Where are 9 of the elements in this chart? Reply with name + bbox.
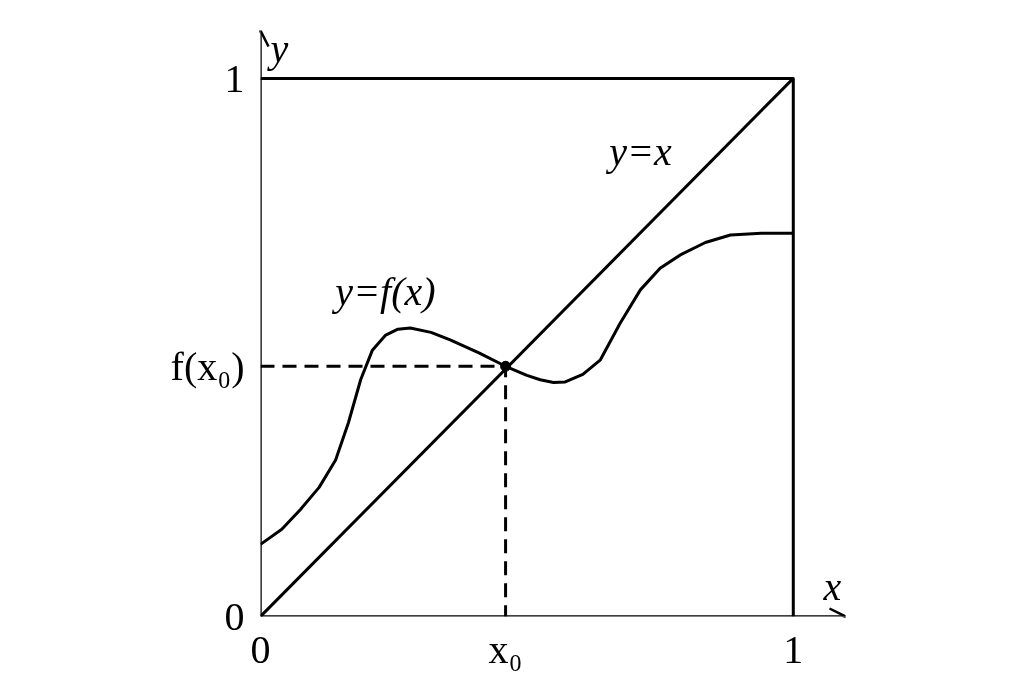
annotation: y=x — [605, 129, 672, 174]
x-axis-title: x — [822, 563, 842, 609]
x-tick-label: x₀ — [488, 626, 523, 672]
annotation: y=f(x) — [331, 269, 436, 314]
x-tick-label: 1 — [783, 626, 804, 672]
y-tick-label: 0 — [224, 594, 245, 639]
y-axis-title: y — [266, 25, 289, 71]
y-tick-label: f(x₀) — [170, 343, 245, 389]
y-tick-label: 1 — [224, 55, 245, 101]
